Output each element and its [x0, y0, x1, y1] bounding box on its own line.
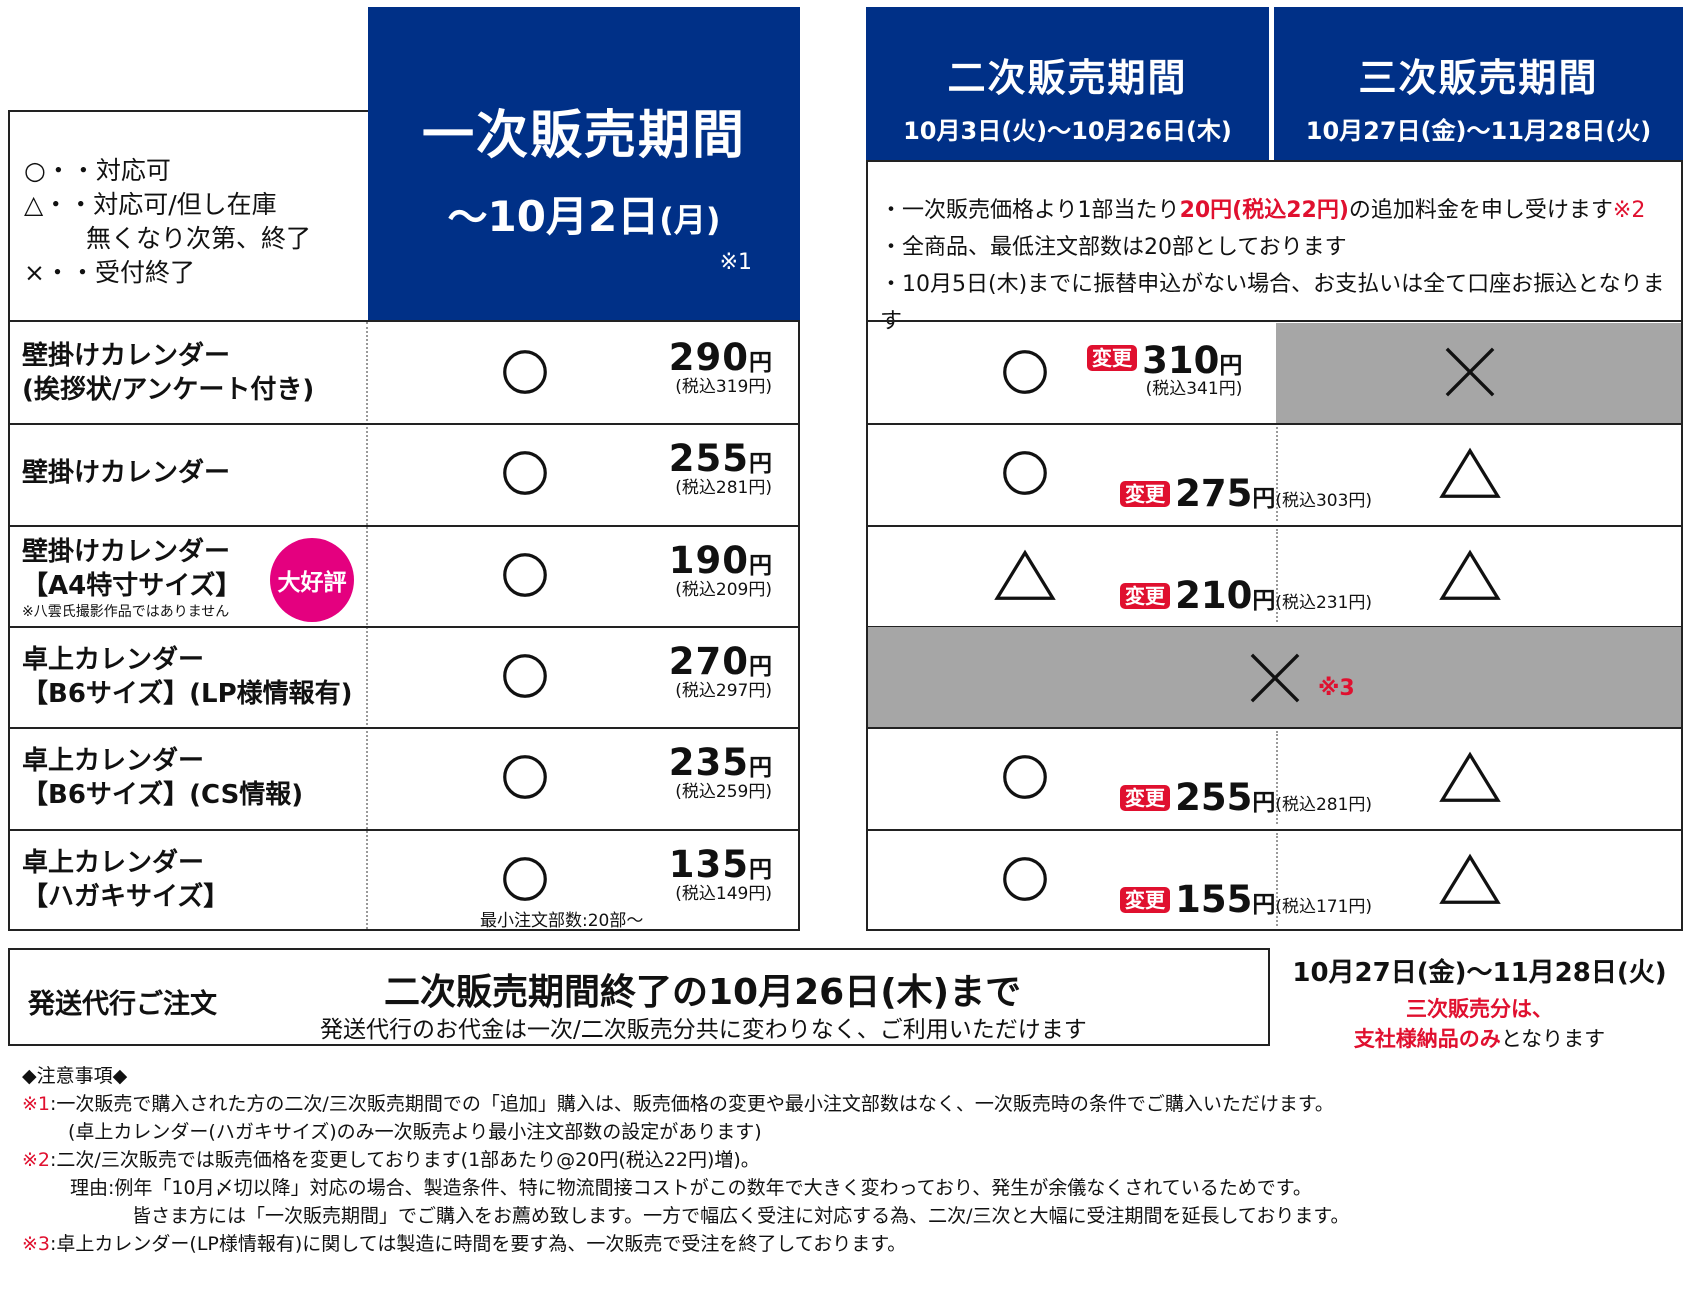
price-period2: 変更 310円 (税込341円): [1087, 342, 1242, 398]
legend-triangle: △・・対応可/但し在庫: [24, 190, 277, 219]
cross-closed-icon: [1430, 340, 1510, 404]
circle-available-icon: [480, 747, 570, 807]
period1-header: 一次販売期間 〜10月2日(月) ※1: [368, 7, 800, 322]
notice-line-2: ・全商品、最低注文部数は20部としております: [880, 235, 1347, 260]
circle-available-icon: [985, 340, 1065, 404]
note-1-cont: (卓上カレンダー(ハガキサイズ)のみ一次販売より最小注文部数の設定があります): [68, 1121, 762, 1143]
product-name: 壁掛けカレンダー (挨拶状/アンケート付き): [22, 341, 315, 405]
product-name: 卓上カレンダー 【ハガキサイズ】: [22, 847, 230, 912]
note-2: ※2:二次/三次販売では販売価格を変更しております(1部あたり@20円(税込22…: [22, 1149, 760, 1171]
period1-date: 〜10月2日(月): [447, 192, 721, 241]
notice-box: ・一次販売価格より1部当たり20円(税込22円)の追加料金を申し受けます※2 ・…: [866, 160, 1683, 334]
notice-line-3: ・10月5日(木)までに振替申込がない場合、お支払いは全て口座お振込となります: [880, 272, 1665, 334]
popular-badge: 大好評: [270, 537, 354, 622]
triangle-limited-icon: [1430, 543, 1510, 607]
shipping-right-tail: 支社様納品のみとなります: [1353, 1027, 1606, 1051]
changed-badge: 変更: [1120, 481, 1170, 508]
note-3: ※3:卓上カレンダー(LP様情報有)に関しては製造に時間を要す為、一次販売で受注…: [22, 1233, 907, 1255]
note-1: ※1:一次販売で購入された方の二次/三次販売期間での「追加」購入は、販売価格の変…: [22, 1093, 1334, 1115]
shipping-label: 発送代行ご注文: [28, 989, 217, 1020]
note-2-reason: 理由:例年「10月〆切以降」対応の場合、製造条件、特に物流間接コストがこの数年で…: [70, 1177, 1312, 1199]
legend-box: ○・・対応可 △・・対応可/但し在庫 無くなり次第、終了 ×・・受付終了: [8, 110, 368, 322]
closed-note: ※3: [1318, 675, 1355, 701]
period3-title: 三次販売期間: [1358, 56, 1599, 100]
product-name: 壁掛けカレンダー 【A4特寸サイズ】 ※八雲氏撮影作品ではありません: [22, 536, 242, 620]
period3-date: 10月27日(金)〜11月28日(火): [1305, 117, 1652, 145]
closed-cell: [1276, 323, 1681, 424]
circle-available-icon: [985, 847, 1065, 911]
changed-badge: 変更: [1120, 886, 1170, 913]
triangle-limited-icon: [1430, 745, 1510, 809]
price-period1: 135円 (税込149円): [668, 842, 772, 904]
changed-badge: 変更: [1120, 785, 1170, 812]
price-period2: 変更 210円(税込231円): [1120, 577, 1372, 614]
product-name: 壁掛けカレンダー: [22, 458, 231, 489]
price-period1: 255円 (税込281円): [668, 437, 772, 499]
legend-triangle-cont: 無くなり次第、終了: [86, 224, 312, 253]
price-period1: 235円 (税込259円): [668, 741, 772, 803]
notes-heading: ◆注意事項◆: [22, 1065, 128, 1087]
period1-note: ※1: [719, 250, 752, 275]
price-period2: 変更 155円(税込171円): [1120, 881, 1372, 918]
price-period1: 190円 (税込209円): [668, 538, 772, 600]
period2-date: 10月3日(火)〜10月26日(木): [903, 117, 1232, 145]
shipping-sub: 発送代行のお代金は一次/二次販売分共に変わりなく、ご利用いただけます: [320, 1017, 1087, 1043]
triangle-limited-icon: [1430, 441, 1510, 505]
circle-available-icon: [985, 441, 1065, 505]
note-2-cont: 皆さま方には「一次販売期間」でご購入をお薦め致します。一方で幅広く受注に対応する…: [132, 1205, 1350, 1227]
triangle-limited-icon: [1430, 847, 1510, 911]
cross-closed-icon: [1240, 646, 1310, 710]
notes: ◆注意事項◆ ※1:一次販売で購入された方の二次/三次販売期間での「追加」購入は…: [22, 1062, 1682, 1258]
shipping-main: 二次販売期間終了の10月26日(木)まで: [384, 972, 1022, 1013]
right-table: [866, 320, 1683, 931]
circle-available-icon: [480, 342, 570, 402]
legend-circle: ○・・対応可: [24, 156, 171, 185]
left-table: [8, 320, 800, 931]
price-period1: 270円 (税込297円): [668, 639, 772, 701]
period2-title: 二次販売期間: [947, 56, 1188, 100]
period1-title: 一次販売期間: [421, 106, 746, 166]
circle-available-icon: [480, 545, 570, 605]
shipping-right-red: 三次販売分は、: [1406, 997, 1553, 1021]
notice-line-1: ・一次販売価格より1部当たり20円(税込22円)の追加料金を申し受けます※2: [880, 198, 1646, 223]
price-period2: 変更 255円(税込281円): [1120, 779, 1372, 816]
circle-available-icon: [480, 849, 570, 909]
changed-badge: 変更: [1120, 582, 1170, 609]
changed-badge: 変更: [1087, 345, 1137, 371]
price-period2: 変更 275円(税込303円): [1120, 475, 1372, 512]
shipping-right: 10月27日(金)〜11月28日(火) 三次販売分は、 支社様納品のみとなります: [1272, 952, 1687, 1053]
shipping-right-date: 10月27日(金)〜11月28日(火): [1292, 958, 1667, 988]
min-order-note: 最小注文部数:20部〜: [480, 910, 644, 931]
period2-header: 二次販売期間 10月3日(火)〜10月26日(木): [866, 7, 1269, 160]
product-name: 卓上カレンダー 【B6サイズ】(CS情報): [22, 746, 304, 811]
circle-available-icon: [985, 745, 1065, 809]
triangle-limited-icon: [985, 543, 1065, 607]
legend-cross: ×・・受付終了: [24, 258, 195, 287]
circle-available-icon: [480, 443, 570, 503]
product-name: 卓上カレンダー 【B6サイズ】(LP様情報有): [22, 644, 353, 709]
price-period1: 290円 (税込319円): [668, 336, 772, 397]
period3-header: 三次販売期間 10月27日(金)〜11月28日(火): [1274, 7, 1683, 160]
circle-available-icon: [480, 646, 570, 706]
shipping-box: 発送代行ご注文 二次販売期間終了の10月26日(木)まで 発送代行のお代金は一次…: [8, 948, 1270, 1046]
